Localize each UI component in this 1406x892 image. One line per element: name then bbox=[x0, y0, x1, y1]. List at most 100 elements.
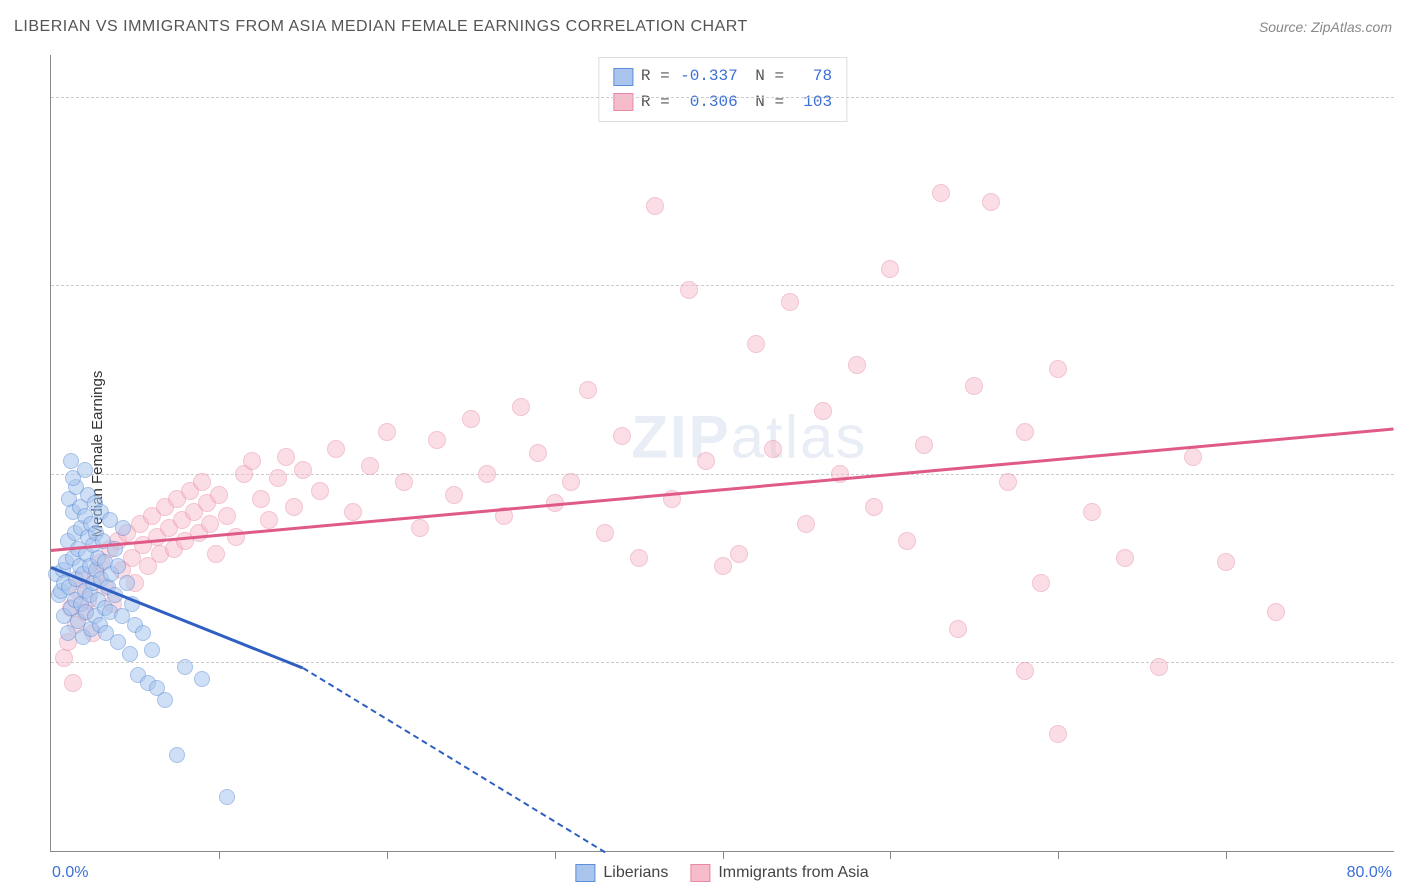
data-point-asia bbox=[630, 549, 648, 567]
data-point-asia bbox=[227, 528, 245, 546]
data-point-asia bbox=[579, 381, 597, 399]
data-point-liberian bbox=[115, 520, 131, 536]
bottom-legend: Liberians Immigrants from Asia bbox=[575, 864, 868, 882]
data-point-asia bbox=[378, 423, 396, 441]
trend-line-liberian bbox=[302, 667, 605, 853]
data-point-asia bbox=[1267, 603, 1285, 621]
data-point-asia bbox=[932, 184, 950, 202]
data-point-asia bbox=[294, 461, 312, 479]
data-point-asia bbox=[949, 620, 967, 638]
data-point-asia bbox=[1049, 360, 1067, 378]
data-point-asia bbox=[1184, 448, 1202, 466]
source-label: Source: ZipAtlas.com bbox=[1259, 19, 1392, 35]
data-point-asia bbox=[865, 498, 883, 516]
stats-row-liberian: R = -0.337 N = 78 bbox=[613, 64, 832, 90]
x-axis-min-label: 0.0% bbox=[52, 864, 88, 882]
data-point-liberian bbox=[110, 558, 126, 574]
data-point-asia bbox=[529, 444, 547, 462]
data-point-asia bbox=[1032, 574, 1050, 592]
data-point-asia bbox=[562, 473, 580, 491]
data-point-asia bbox=[881, 260, 899, 278]
data-point-asia bbox=[848, 356, 866, 374]
gridline bbox=[51, 662, 1394, 663]
data-point-asia bbox=[252, 490, 270, 508]
chart-area: Median Female Earnings ZIPatlas R = -0.3… bbox=[50, 55, 1394, 852]
data-point-asia bbox=[1083, 503, 1101, 521]
legend-label-liberian: Liberians bbox=[603, 864, 668, 882]
data-point-asia bbox=[898, 532, 916, 550]
stats-legend-box: R = -0.337 N = 78 R = 0.306 N = 103 bbox=[598, 57, 847, 122]
data-point-asia bbox=[478, 465, 496, 483]
data-point-asia bbox=[243, 452, 261, 470]
data-point-asia bbox=[277, 448, 295, 466]
legend-item-asia: Immigrants from Asia bbox=[690, 864, 868, 882]
data-point-asia bbox=[982, 193, 1000, 211]
data-point-asia bbox=[207, 545, 225, 563]
data-point-asia bbox=[781, 293, 799, 311]
data-point-asia bbox=[411, 519, 429, 537]
data-point-asia bbox=[193, 473, 211, 491]
x-tick bbox=[723, 851, 724, 859]
x-tick bbox=[387, 851, 388, 859]
data-point-liberian bbox=[157, 692, 173, 708]
data-point-asia bbox=[730, 545, 748, 563]
data-point-liberian bbox=[169, 747, 185, 763]
data-point-asia bbox=[697, 452, 715, 470]
data-point-liberian bbox=[135, 625, 151, 641]
data-point-asia bbox=[965, 377, 983, 395]
x-tick bbox=[1058, 851, 1059, 859]
r-value-asia: 0.306 bbox=[678, 90, 738, 116]
legend-label-asia: Immigrants from Asia bbox=[718, 864, 868, 882]
data-point-asia bbox=[747, 335, 765, 353]
data-point-asia bbox=[361, 457, 379, 475]
data-point-liberian bbox=[144, 642, 160, 658]
data-point-liberian bbox=[122, 646, 138, 662]
x-axis-max-label: 80.0% bbox=[1347, 864, 1392, 882]
stats-row-asia: R = 0.306 N = 103 bbox=[613, 90, 832, 116]
data-point-liberian bbox=[119, 575, 135, 591]
data-point-asia bbox=[218, 507, 236, 525]
data-point-liberian bbox=[194, 671, 210, 687]
swatch-asia-icon bbox=[690, 864, 710, 882]
data-point-asia bbox=[311, 482, 329, 500]
x-tick bbox=[890, 851, 891, 859]
data-point-liberian bbox=[77, 462, 93, 478]
r-value-liberian: -0.337 bbox=[678, 64, 738, 90]
data-point-asia bbox=[680, 281, 698, 299]
data-point-asia bbox=[395, 473, 413, 491]
data-point-asia bbox=[1016, 662, 1034, 680]
chart-title: LIBERIAN VS IMMIGRANTS FROM ASIA MEDIAN … bbox=[14, 18, 748, 36]
trend-line-asia bbox=[51, 428, 1394, 552]
data-point-asia bbox=[512, 398, 530, 416]
data-point-asia bbox=[428, 431, 446, 449]
data-point-asia bbox=[797, 515, 815, 533]
data-point-asia bbox=[714, 557, 732, 575]
data-point-asia bbox=[1116, 549, 1134, 567]
n-value-liberian: 78 bbox=[792, 64, 832, 90]
x-tick bbox=[219, 851, 220, 859]
x-tick bbox=[555, 851, 556, 859]
plot-region: ZIPatlas R = -0.337 N = 78 R = 0.306 N =… bbox=[50, 55, 1394, 852]
data-point-asia bbox=[613, 427, 631, 445]
data-point-asia bbox=[55, 649, 73, 667]
legend-item-liberian: Liberians bbox=[575, 864, 668, 882]
data-point-asia bbox=[999, 473, 1017, 491]
data-point-asia bbox=[344, 503, 362, 521]
data-point-liberian bbox=[219, 789, 235, 805]
data-point-asia bbox=[814, 402, 832, 420]
data-point-asia bbox=[764, 440, 782, 458]
n-value-asia: 103 bbox=[792, 90, 832, 116]
data-point-asia bbox=[269, 469, 287, 487]
data-point-asia bbox=[1049, 725, 1067, 743]
gridline bbox=[51, 97, 1394, 98]
data-point-asia bbox=[915, 436, 933, 454]
data-point-asia bbox=[1217, 553, 1235, 571]
data-point-asia bbox=[1150, 658, 1168, 676]
data-point-asia bbox=[1016, 423, 1034, 441]
data-point-asia bbox=[210, 486, 228, 504]
data-point-asia bbox=[201, 515, 219, 533]
data-point-asia bbox=[445, 486, 463, 504]
data-point-liberian bbox=[177, 659, 193, 675]
gridline bbox=[51, 285, 1394, 286]
data-point-asia bbox=[285, 498, 303, 516]
